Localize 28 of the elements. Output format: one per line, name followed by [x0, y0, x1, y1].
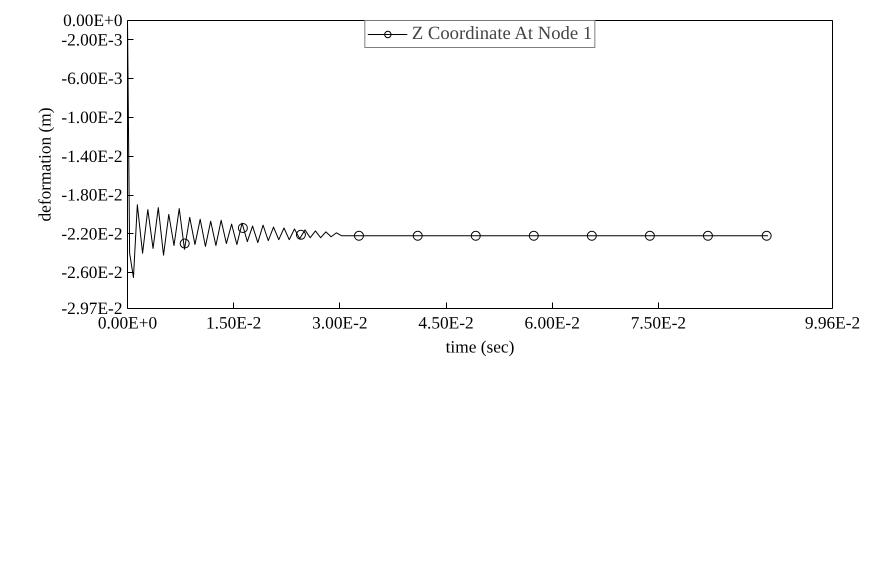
- x-tick-label: 6.00E-2: [524, 314, 580, 332]
- y-tick-label: -1.80E-2: [61, 186, 123, 205]
- x-tick-label: 7.50E-2: [630, 314, 686, 332]
- y-tick-label: 0.00E+0: [63, 11, 123, 30]
- point: [412, 230, 423, 241]
- y-tick-label: -2.60E-2: [61, 263, 123, 282]
- point: [354, 230, 364, 241]
- y-tick-label: -1.00E-2: [61, 108, 123, 127]
- y-tick-label: -2.20E-2: [61, 224, 123, 244]
- point: [470, 230, 481, 241]
- point: [702, 230, 713, 241]
- legend-label: Z Coordinate At Node 1: [412, 23, 592, 45]
- point: [644, 230, 655, 241]
- point: [586, 230, 597, 241]
- y-tick-label: -2.00E-3: [61, 30, 123, 50]
- x-tick-label: 3.00E-2: [312, 314, 368, 332]
- y-axis-title: deformation (m): [35, 107, 54, 222]
- point: [296, 230, 306, 240]
- y-tick-label: -6.00E-3: [61, 69, 123, 88]
- y-tick-label: -1.40E-2: [61, 146, 123, 166]
- x-tick-label: 1.50E-2: [206, 314, 262, 332]
- point: [180, 238, 190, 249]
- point: [238, 223, 248, 234]
- x-axis-title: time (sec): [446, 338, 515, 356]
- x-tick-label: 9.96E-2: [804, 314, 860, 332]
- point: [528, 230, 539, 241]
- point: [762, 230, 772, 241]
- x-tick-label: 4.50E-2: [418, 314, 474, 332]
